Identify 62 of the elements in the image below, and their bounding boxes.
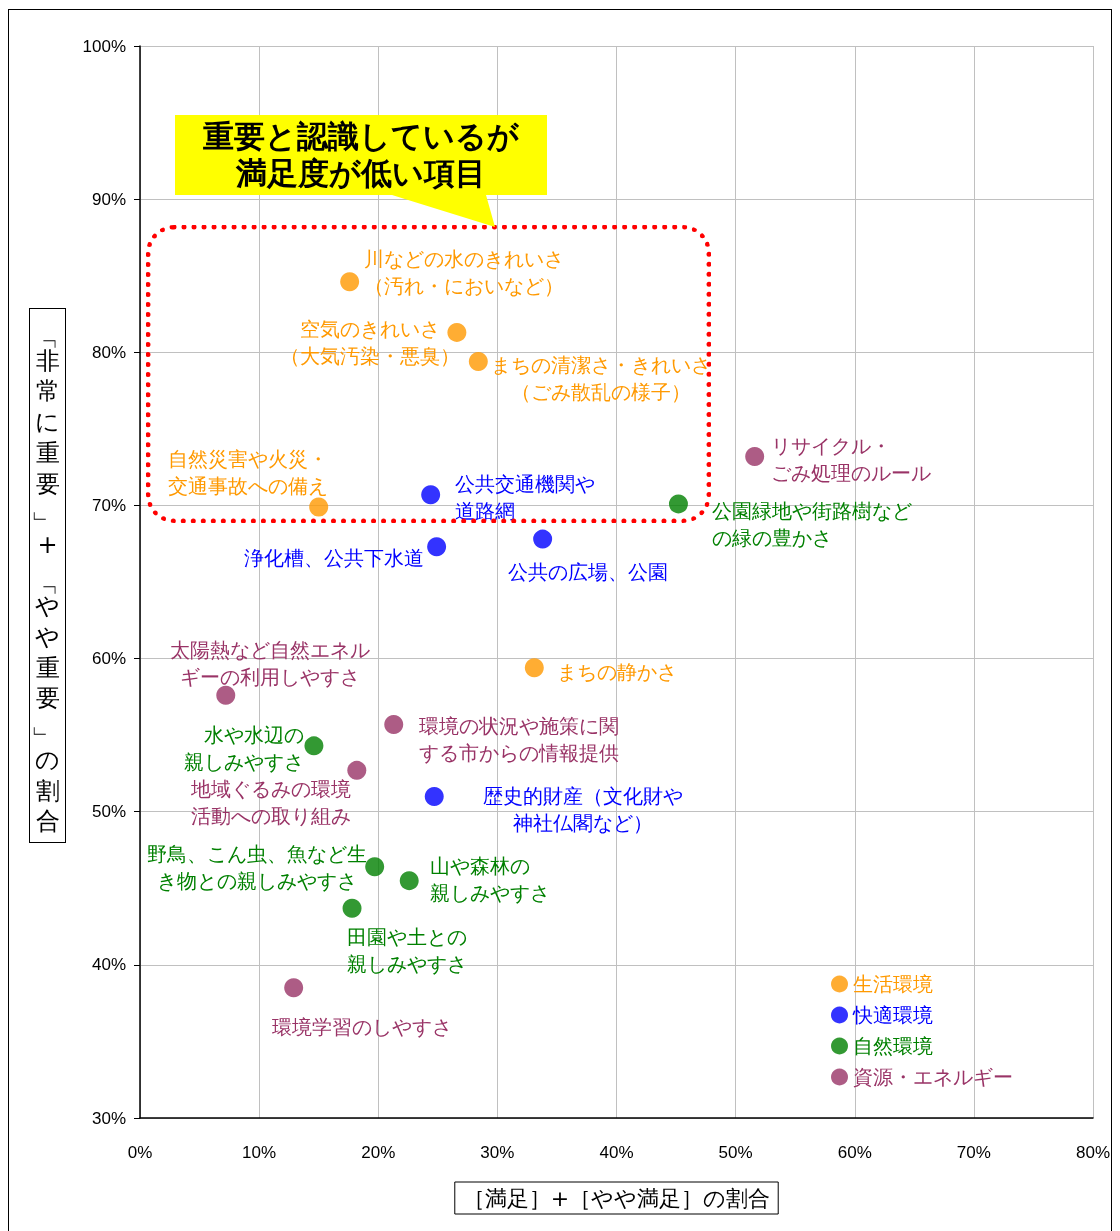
y-tick-label: 30% (91, 1108, 126, 1128)
point (216, 685, 236, 705)
x-tick-label: 0% (127, 1143, 153, 1162)
x-tick-label: 70% (956, 1143, 991, 1162)
annotation: 歴史的財産（文化財や神社仏閣など） (483, 783, 684, 835)
point (365, 857, 385, 877)
annotation: まちの静かさ (557, 659, 678, 684)
annotation: 太陽熱など自然エネルギーの利用しやすさ (169, 637, 370, 689)
point (427, 537, 447, 557)
point (424, 786, 444, 806)
point (447, 322, 467, 342)
x-axis-title: ［満足］+［やや満足］の割合 (462, 1185, 771, 1211)
y-tick-label: 40% (91, 955, 126, 975)
annotation: 山や森林の親しみやすさ (430, 854, 551, 906)
point (533, 529, 553, 549)
annotation: 重要と認識しているが満足度が低い項目 (203, 118, 519, 192)
point (384, 714, 404, 734)
y-tick-label: 100% (82, 36, 126, 56)
x-tick-label: 50% (718, 1143, 753, 1162)
legend-label: 生活環境 (853, 972, 933, 996)
point (745, 446, 765, 466)
legend-label: 自然環境 (853, 1034, 933, 1058)
x-tick-label: 60% (837, 1143, 872, 1162)
annotation: 田園や土との親しみやすさ (347, 924, 468, 976)
y-tick-label: 90% (91, 189, 126, 209)
annotation: まちの清潔さ・きれいさ（ごみ散乱の様子） (491, 352, 712, 404)
x-tick-label: 30% (480, 1143, 515, 1162)
annotation: 空気のきれいさ（大気汚染・悪臭） (279, 316, 460, 368)
point (340, 272, 360, 292)
y-tick-label: 70% (91, 495, 126, 515)
point (284, 978, 304, 998)
annotation: 自然災害や火災・交通事故への備え (167, 447, 328, 499)
y-tick-label: 60% (91, 649, 126, 669)
annotation: 公共交通機関や道路網 (454, 472, 595, 524)
point (668, 494, 688, 514)
y-axis-title: 「非常に重要」+「やや重要」の割合 (29, 326, 60, 836)
y-tick-label: 80% (91, 342, 126, 362)
annotation: 公園緑地や街路樹などの緑の豊かさ (712, 499, 913, 551)
x-tick-label: 80% (1075, 1143, 1111, 1162)
x-tick-label: 40% (599, 1143, 634, 1162)
annotation: 川などの水のきれいさ（汚れ・においなど） (363, 247, 564, 299)
x-tick-label: 20% (361, 1143, 396, 1162)
point (468, 351, 488, 371)
annotation: 環境の状況や施策に関する市からの情報提供 (418, 713, 619, 765)
point (524, 658, 544, 678)
annotation: 浄化槽、公共下水道 (243, 545, 424, 570)
point (309, 497, 329, 517)
annotation: リサイクル・ごみ処理のルール (770, 433, 931, 485)
point (421, 485, 441, 505)
annotation: 環境学習のしやすさ (271, 1014, 452, 1039)
point (342, 898, 362, 918)
y-tick-label: 50% (91, 802, 126, 822)
x-tick-label: 10% (242, 1143, 277, 1162)
annotation: 地域ぐるみの環境活動への取り組み (189, 776, 351, 828)
point (304, 736, 324, 756)
annotation: 公共の広場、公園 (507, 560, 668, 585)
annotation: 野鳥、こん虫、魚など生き物との親しみやすさ (146, 842, 367, 894)
legend-label: 快適環境 (852, 1003, 933, 1027)
point (347, 760, 367, 780)
point (399, 871, 419, 891)
legend-label: 資源・エネルギー (853, 1065, 1013, 1089)
annotation: 水や水辺の親しみやすさ (183, 723, 304, 775)
